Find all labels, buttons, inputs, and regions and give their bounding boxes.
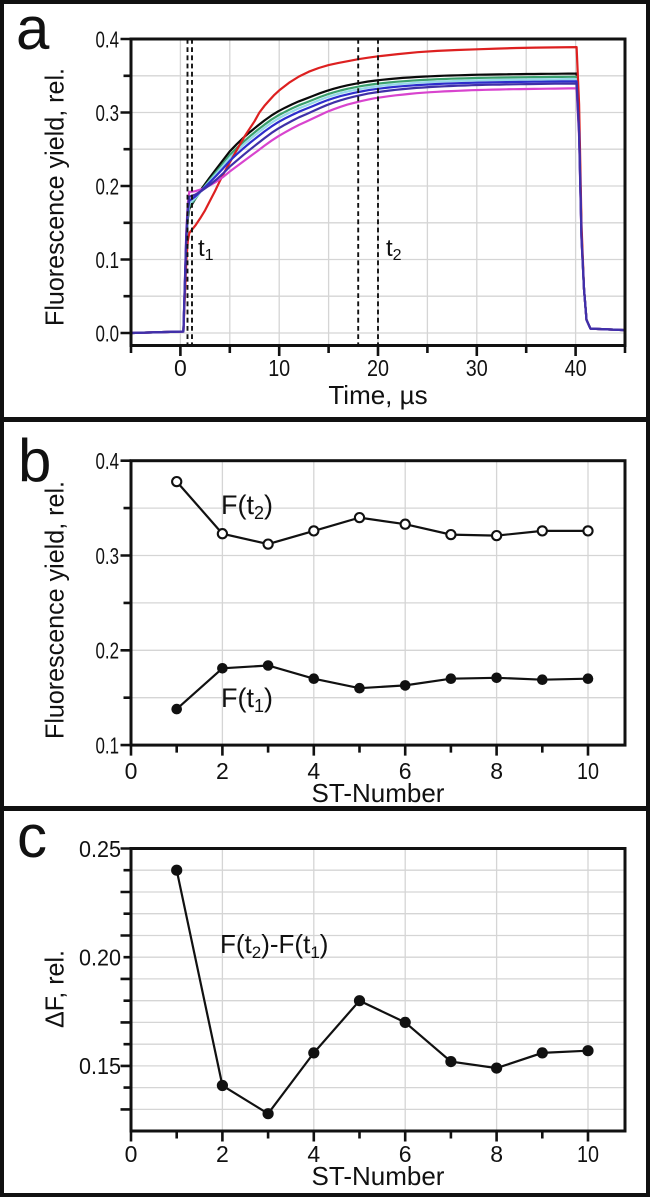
svg-text:10: 10 bbox=[577, 758, 599, 784]
svg-text:a: a bbox=[16, 0, 50, 62]
svg-text:F(t2): F(t2) bbox=[221, 490, 273, 523]
svg-text:0: 0 bbox=[174, 355, 187, 381]
svg-text:0.20: 0.20 bbox=[79, 945, 121, 971]
svg-text:c: c bbox=[17, 803, 47, 870]
svg-text:Fluorescence yield, rel.: Fluorescence yield, rel. bbox=[40, 68, 70, 326]
svg-text:0: 0 bbox=[125, 1141, 138, 1167]
svg-text:0.4: 0.4 bbox=[96, 448, 120, 474]
svg-text:4: 4 bbox=[307, 758, 320, 784]
svg-text:0.3: 0.3 bbox=[96, 100, 120, 126]
svg-text:0.25: 0.25 bbox=[79, 836, 121, 862]
svg-text:30: 30 bbox=[466, 355, 488, 381]
svg-text:0.15: 0.15 bbox=[79, 1053, 121, 1079]
svg-text:F(t1): F(t1) bbox=[221, 683, 273, 716]
svg-text:0.1: 0.1 bbox=[96, 732, 120, 758]
svg-text:0.2: 0.2 bbox=[96, 638, 120, 664]
svg-text:0.1: 0.1 bbox=[96, 247, 120, 273]
svg-text:6: 6 bbox=[399, 758, 412, 784]
svg-text:0.2: 0.2 bbox=[96, 173, 120, 199]
svg-text:8: 8 bbox=[490, 758, 503, 784]
svg-text:6: 6 bbox=[399, 1141, 412, 1167]
svg-text:20: 20 bbox=[367, 355, 389, 381]
svg-text:0: 0 bbox=[125, 758, 138, 784]
svg-text:2: 2 bbox=[216, 758, 229, 784]
svg-text:2: 2 bbox=[216, 1141, 229, 1167]
svg-text:ST-Number: ST-Number bbox=[312, 1161, 445, 1191]
svg-text:0.4: 0.4 bbox=[96, 26, 120, 52]
svg-text:10: 10 bbox=[268, 355, 290, 381]
svg-text:b: b bbox=[18, 427, 51, 494]
svg-text:40: 40 bbox=[565, 355, 587, 381]
svg-text:0.0: 0.0 bbox=[96, 320, 120, 346]
svg-text:Time, µs: Time, µs bbox=[328, 380, 427, 410]
svg-text:10: 10 bbox=[577, 1141, 599, 1167]
svg-text:4: 4 bbox=[307, 1141, 320, 1167]
svg-text:8: 8 bbox=[490, 1141, 503, 1167]
svg-text:0.3: 0.3 bbox=[96, 543, 120, 569]
svg-text:Fluorescence yield, rel.: Fluorescence yield, rel. bbox=[40, 481, 70, 739]
svg-text:ST-Number: ST-Number bbox=[312, 778, 445, 808]
svg-text:ΔF, rel.: ΔF, rel. bbox=[40, 950, 70, 1028]
